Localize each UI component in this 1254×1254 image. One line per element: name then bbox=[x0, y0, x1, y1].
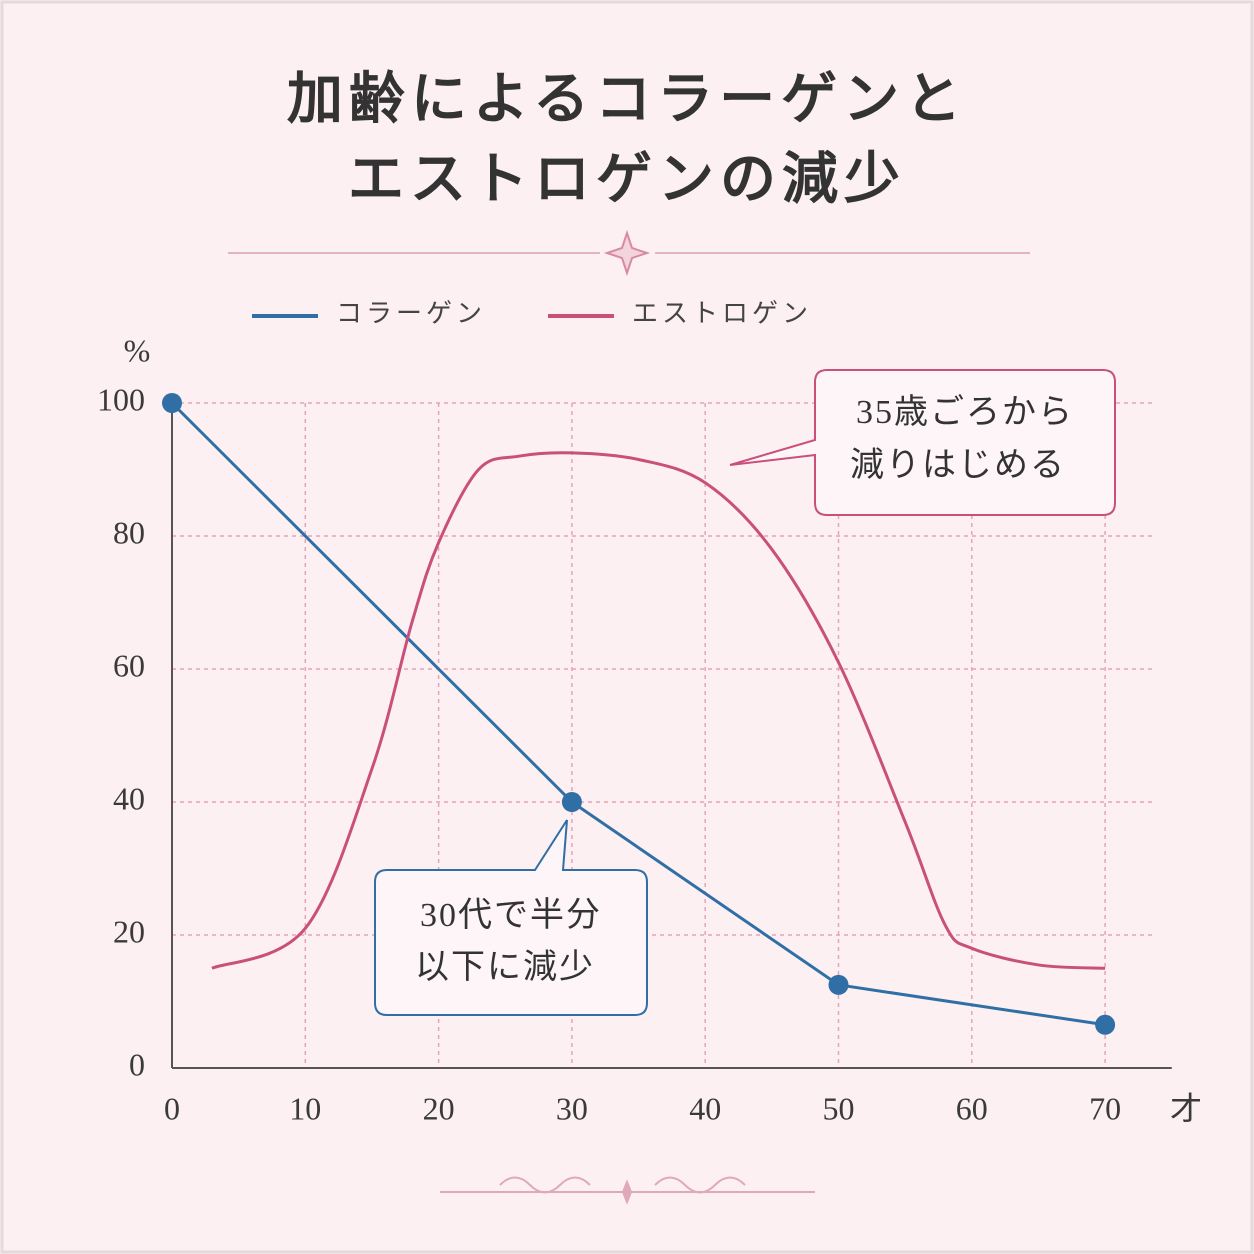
x-tick-label: 20 bbox=[423, 1090, 455, 1126]
y-axis-unit: % bbox=[124, 332, 151, 368]
x-tick-label: 40 bbox=[689, 1090, 721, 1126]
x-axis-unit: 才 bbox=[1170, 1090, 1202, 1126]
data-point bbox=[162, 393, 182, 413]
x-tick-label: 0 bbox=[164, 1090, 180, 1126]
x-tick-label: 60 bbox=[956, 1090, 988, 1126]
callout: 35歳ごろから 減りはじめる bbox=[729, 369, 1116, 516]
title-divider bbox=[228, 229, 1030, 277]
series-line bbox=[170, 401, 1106, 1027]
annotation: 減りはじめる bbox=[850, 446, 1066, 484]
legend-label: コラーゲン bbox=[336, 299, 486, 328]
y-tick-label: 80 bbox=[113, 514, 145, 550]
legend-label: エストロゲン bbox=[632, 299, 812, 328]
y-tick-label: 60 bbox=[113, 647, 145, 683]
chart-title: エストロゲンの減少 bbox=[348, 149, 906, 211]
y-tick-label: 20 bbox=[113, 913, 145, 949]
series-line bbox=[211, 451, 1106, 970]
annotation: 以下に減少 bbox=[415, 948, 595, 986]
x-tick-label: 70 bbox=[1089, 1090, 1121, 1126]
y-tick-label: 100 bbox=[97, 381, 145, 417]
y-tick-label: 40 bbox=[113, 780, 145, 816]
chart-title: 加齢によるコラーゲンと bbox=[287, 69, 967, 131]
y-tick-label: 0 bbox=[129, 1046, 145, 1082]
x-tick-label: 50 bbox=[823, 1090, 855, 1126]
data-point bbox=[1095, 1014, 1116, 1035]
annotation: 35歳ごろから bbox=[856, 393, 1074, 431]
footer-ornament bbox=[440, 1176, 815, 1205]
x-tick-label: 30 bbox=[556, 1090, 588, 1126]
x-tick-label: 10 bbox=[289, 1090, 321, 1126]
data-point bbox=[828, 974, 849, 995]
data-point bbox=[561, 792, 582, 812]
callout: 30代で半分 以下に減少 bbox=[374, 819, 648, 1016]
annotation: 30代で半分 bbox=[420, 896, 602, 934]
